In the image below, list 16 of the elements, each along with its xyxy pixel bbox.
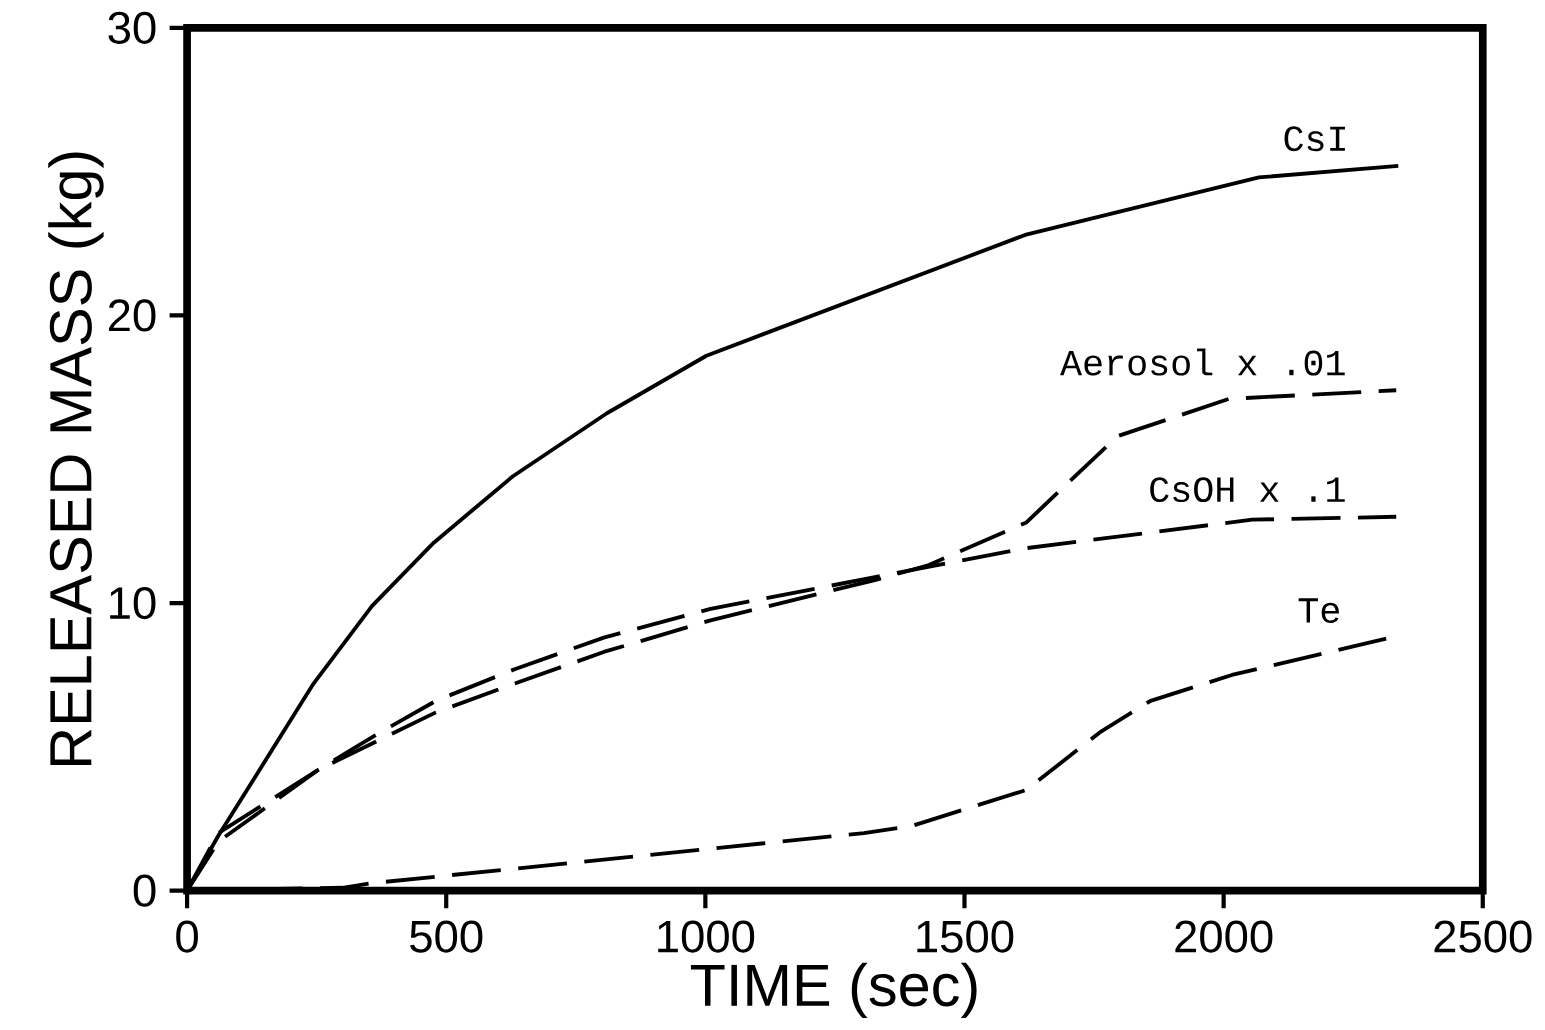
x-tick-label: 1000 [658, 920, 755, 953]
x-tick-label: 0 [176, 920, 198, 953]
x-axis-title: TIME (sec) [690, 962, 977, 1019]
y-tick-label: 10 [110, 586, 156, 620]
series-label: Aerosol x .01 [1060, 348, 1345, 376]
x-tick-label: 500 [410, 920, 483, 953]
y-tick-label: 0 [133, 874, 156, 907]
y-axis-title: RELEASED MASS (kg) [48, 152, 104, 765]
series-label: CsI [1284, 126, 1345, 152]
x-tick-label: 2000 [1175, 920, 1273, 953]
x-tick-label: 1500 [917, 920, 1014, 953]
series-label: Te [1298, 598, 1339, 623]
y-tick-label: 20 [108, 299, 156, 332]
x-tick-label: 2500 [1434, 920, 1532, 953]
series-label: CsOH x .1 [1150, 477, 1345, 503]
y-tick-label: 30 [108, 11, 156, 44]
